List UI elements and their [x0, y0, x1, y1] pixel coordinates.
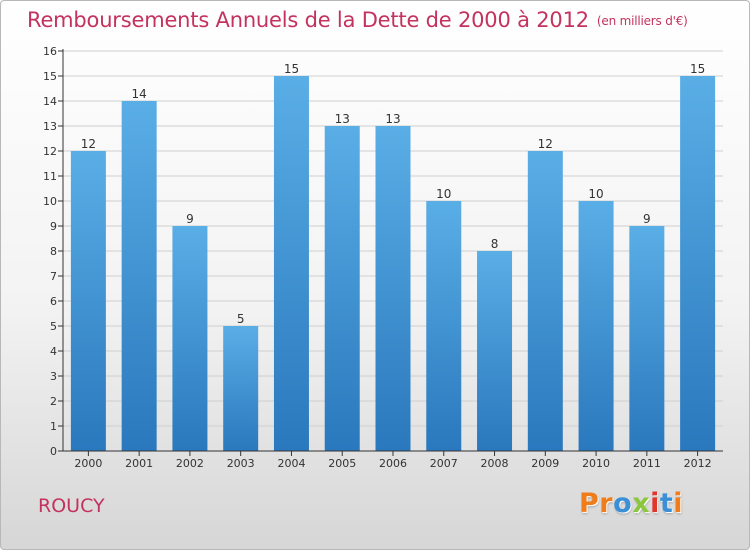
y-tick-label: 0	[50, 445, 57, 458]
data-label: 14	[132, 87, 147, 101]
data-label: 5	[237, 312, 245, 326]
data-label: 13	[335, 112, 350, 126]
labels: 0123456789101112131415161220001420019200…	[43, 45, 712, 470]
logo-letter: r	[599, 488, 614, 519]
y-tick-label: 11	[43, 170, 57, 183]
data-label: 10	[588, 187, 603, 201]
data-label: 10	[436, 187, 451, 201]
data-label: 13	[385, 112, 400, 126]
bar	[426, 201, 462, 451]
y-tick-label: 5	[50, 320, 57, 333]
logo-letter: o	[613, 488, 633, 519]
data-label: 9	[643, 212, 651, 226]
y-tick-label: 15	[43, 70, 57, 83]
bar	[121, 101, 157, 451]
x-tick-label: 2001	[125, 457, 153, 470]
x-tick-label: 2006	[379, 457, 407, 470]
x-tick-label: 2004	[277, 457, 305, 470]
data-label: 15	[690, 62, 705, 76]
data-label: 9	[186, 212, 194, 226]
y-tick-label: 13	[43, 120, 57, 133]
x-tick-label: 2009	[531, 457, 559, 470]
chart-unit: (en milliers d'€)	[596, 14, 688, 28]
y-tick-label: 2	[50, 395, 57, 408]
data-label: 8	[491, 237, 499, 251]
y-tick-label: 16	[43, 45, 57, 58]
y-tick-label: 6	[50, 295, 57, 308]
y-tick-label: 12	[43, 145, 57, 158]
x-tick-label: 2010	[582, 457, 610, 470]
y-tick-label: 9	[50, 220, 57, 233]
y-tick-label: 7	[50, 270, 57, 283]
y-tick-label: 4	[50, 345, 57, 358]
bar	[527, 151, 563, 451]
proxiti-logo: Proxiti	[579, 488, 683, 519]
chart-title-text: Remboursements Annuels de la Dette de 20…	[27, 8, 589, 32]
logo-letter: i	[673, 488, 684, 519]
logo-letter: P	[579, 488, 600, 519]
bar	[70, 151, 106, 451]
x-tick-label: 2008	[481, 457, 509, 470]
bar	[680, 76, 716, 451]
bar	[375, 126, 411, 451]
commune-name: ROUCY	[38, 495, 105, 517]
y-tick-label: 10	[43, 195, 57, 208]
chart-title: Remboursements Annuels de la Dette de 20…	[27, 8, 688, 32]
bar	[324, 126, 360, 451]
data-label: 15	[284, 62, 299, 76]
logo-letter: i	[650, 488, 660, 519]
y-tick-label: 3	[50, 370, 57, 383]
logo-letter: t	[659, 488, 674, 519]
x-tick-label: 2005	[328, 457, 356, 470]
bar	[172, 226, 208, 451]
y-tick-label: 8	[50, 245, 57, 258]
y-tick-label: 14	[43, 95, 57, 108]
bar	[223, 326, 259, 451]
bar	[477, 251, 513, 451]
bar	[629, 226, 665, 451]
x-tick-label: 2000	[74, 457, 102, 470]
x-tick-label: 2002	[176, 457, 204, 470]
x-tick-label: 2011	[633, 457, 661, 470]
axes	[58, 49, 723, 456]
x-tick-label: 2012	[684, 457, 712, 470]
data-label: 12	[538, 137, 553, 151]
y-tick-label: 1	[50, 420, 57, 433]
bars	[70, 76, 716, 451]
bar	[578, 201, 614, 451]
x-tick-label: 2007	[430, 457, 458, 470]
data-label: 12	[81, 137, 96, 151]
logo-letter: x	[632, 488, 651, 519]
bar	[273, 76, 309, 451]
x-tick-label: 2003	[227, 457, 255, 470]
